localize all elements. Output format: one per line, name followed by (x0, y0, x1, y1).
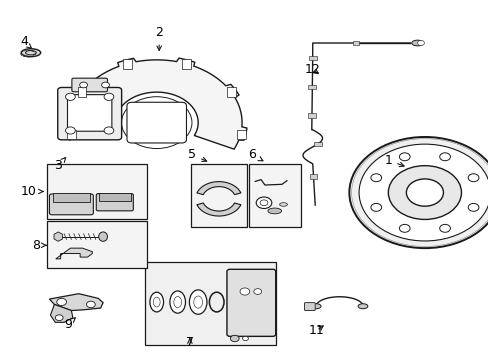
Polygon shape (50, 305, 73, 322)
Circle shape (399, 153, 409, 161)
Bar (307, 113, 315, 118)
FancyBboxPatch shape (67, 130, 76, 139)
Circle shape (57, 298, 66, 306)
Circle shape (417, 41, 424, 45)
Ellipse shape (169, 291, 185, 313)
Bar (309, 174, 317, 179)
Text: 1: 1 (384, 154, 403, 167)
Polygon shape (54, 232, 62, 241)
Text: 7: 7 (185, 336, 193, 348)
Bar (308, 85, 316, 89)
Circle shape (370, 203, 381, 211)
Text: 9: 9 (64, 318, 75, 331)
Circle shape (104, 93, 114, 100)
Circle shape (387, 166, 461, 220)
Ellipse shape (411, 40, 423, 46)
FancyBboxPatch shape (72, 78, 107, 92)
Circle shape (467, 203, 478, 211)
Ellipse shape (150, 292, 163, 312)
Ellipse shape (311, 304, 321, 309)
Text: 10: 10 (21, 185, 43, 198)
Circle shape (348, 137, 488, 248)
FancyBboxPatch shape (96, 194, 133, 211)
Circle shape (358, 144, 488, 241)
Polygon shape (197, 203, 241, 216)
Circle shape (80, 82, 87, 88)
Circle shape (399, 224, 409, 232)
Ellipse shape (21, 49, 41, 57)
Ellipse shape (189, 290, 206, 314)
Circle shape (242, 336, 248, 341)
FancyBboxPatch shape (127, 102, 186, 143)
Circle shape (406, 179, 443, 206)
FancyBboxPatch shape (53, 193, 90, 202)
Circle shape (55, 315, 63, 320)
Circle shape (240, 288, 249, 295)
Bar (249, 164, 300, 226)
Circle shape (86, 301, 95, 308)
FancyBboxPatch shape (226, 87, 235, 97)
Bar (47, 221, 147, 268)
FancyBboxPatch shape (99, 193, 131, 201)
Circle shape (230, 335, 239, 342)
Circle shape (256, 197, 271, 208)
Circle shape (260, 200, 267, 206)
Text: 11: 11 (308, 324, 324, 337)
Polygon shape (66, 58, 246, 149)
Circle shape (65, 127, 75, 134)
Bar (190, 164, 246, 226)
Polygon shape (197, 181, 241, 195)
FancyBboxPatch shape (78, 87, 86, 97)
Circle shape (467, 174, 478, 182)
FancyBboxPatch shape (237, 130, 245, 139)
FancyBboxPatch shape (304, 303, 315, 311)
Text: 3: 3 (54, 158, 65, 172)
Ellipse shape (357, 304, 367, 309)
Bar (144, 262, 276, 345)
Bar (308, 56, 316, 60)
Bar (47, 164, 147, 220)
Text: 6: 6 (248, 148, 263, 161)
Bar (352, 41, 358, 45)
Ellipse shape (99, 232, 107, 241)
Ellipse shape (279, 203, 287, 206)
Bar (313, 142, 321, 146)
Text: 2: 2 (155, 27, 163, 50)
FancyBboxPatch shape (67, 95, 112, 131)
FancyBboxPatch shape (122, 59, 131, 69)
Circle shape (104, 127, 114, 134)
Circle shape (439, 224, 449, 232)
Text: 12: 12 (304, 63, 320, 76)
Circle shape (253, 289, 261, 294)
Circle shape (102, 82, 109, 88)
Circle shape (370, 174, 381, 182)
Circle shape (65, 93, 75, 100)
Text: 4: 4 (20, 35, 31, 49)
Text: 8: 8 (32, 239, 46, 252)
FancyBboxPatch shape (226, 269, 275, 336)
Circle shape (439, 153, 449, 161)
FancyBboxPatch shape (182, 59, 190, 69)
Polygon shape (49, 294, 103, 311)
Ellipse shape (267, 208, 281, 214)
Text: 5: 5 (188, 148, 206, 161)
FancyBboxPatch shape (58, 87, 122, 140)
Polygon shape (56, 248, 92, 259)
FancyBboxPatch shape (49, 194, 93, 215)
